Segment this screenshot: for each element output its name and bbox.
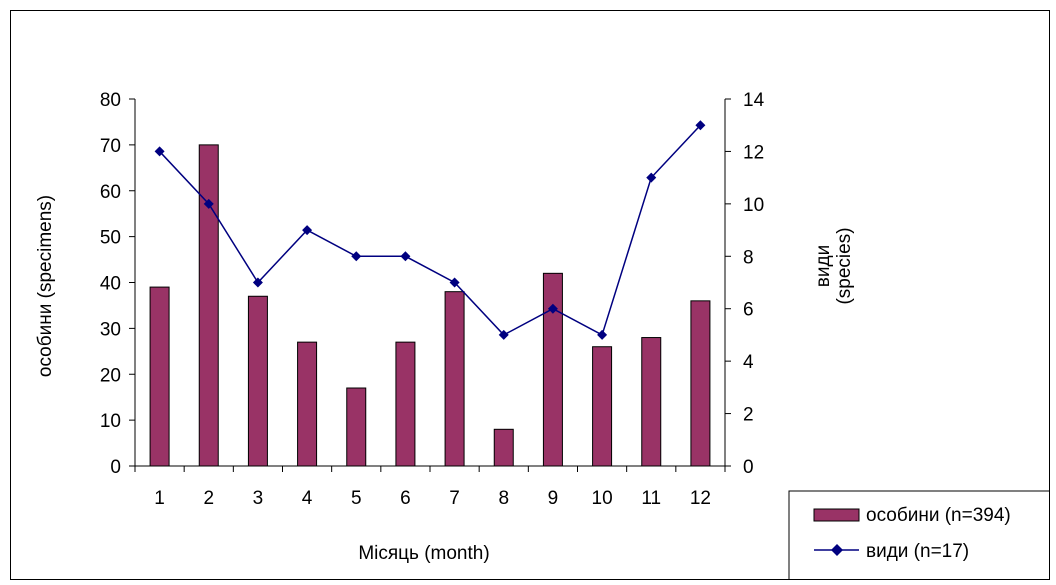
x-tick-label: 5 xyxy=(351,488,362,509)
y-tick-label: 40 xyxy=(100,274,121,295)
x-tick-label: 1 xyxy=(154,488,165,509)
bar-9 xyxy=(542,272,563,467)
x-tick-label: 3 xyxy=(253,488,264,509)
bar-4 xyxy=(297,341,318,467)
y2-tick-label: 6 xyxy=(743,300,754,321)
bar-11 xyxy=(641,337,662,467)
x-tick-label: 9 xyxy=(548,488,559,509)
bar-12 xyxy=(690,300,711,467)
species-point-8 xyxy=(498,329,509,340)
bar-1 xyxy=(149,286,170,467)
y-axis-title: особини (specimens) xyxy=(35,195,56,377)
y2-axis-title-line2: (species) xyxy=(834,227,855,304)
bar-2 xyxy=(198,144,219,467)
species-point-2 xyxy=(203,198,214,209)
species-point-4 xyxy=(302,225,313,236)
y-tick-label: 10 xyxy=(100,411,121,432)
y2-tick-label: 8 xyxy=(743,247,754,268)
y2-tick-label: 0 xyxy=(743,457,754,478)
species-line xyxy=(159,124,701,337)
x-tick-label: 2 xyxy=(203,488,214,509)
y-tick-label: 70 xyxy=(100,136,121,157)
y-tick-label: 0 xyxy=(110,457,121,478)
species-point-11 xyxy=(646,172,657,183)
legend-diamond-marker xyxy=(831,544,843,556)
species-point-10 xyxy=(597,329,608,340)
species-point-1 xyxy=(154,146,165,157)
y2-tick-label: 4 xyxy=(743,352,754,373)
x-tick-label: 11 xyxy=(641,488,661,509)
y-tick-label: 20 xyxy=(100,365,121,386)
species-point-3 xyxy=(252,277,263,288)
legend-label-species: види (n=17) xyxy=(866,541,969,562)
species-point-12 xyxy=(695,120,706,131)
species-point-6 xyxy=(400,251,411,262)
bar-3 xyxy=(247,295,268,467)
bar-5 xyxy=(346,387,367,467)
x-axis-title: Місяць (month) xyxy=(358,543,489,564)
chart-frame: 0 10 20 30 40 50 60 70 80 0 2 4 6 8 10 12 14 1 2 3 4 5 6 7 8 9 10 1… xyxy=(10,10,1050,580)
legend-bar-swatch xyxy=(813,508,860,522)
y2-tick-label: 12 xyxy=(743,142,764,163)
y-tick-label: 60 xyxy=(100,182,121,203)
y-tick-label: 30 xyxy=(100,319,121,340)
y2-axis-title-line1: види xyxy=(813,245,834,287)
x-tick-label: 8 xyxy=(498,488,509,509)
x-tick-label: 10 xyxy=(592,488,613,509)
y2-tick-label: 2 xyxy=(743,405,754,426)
x-tick-label: 12 xyxy=(690,488,711,509)
legend-label-specimens: особини (n=394) xyxy=(866,505,1011,526)
bar-8 xyxy=(493,428,514,467)
y-tick-label: 50 xyxy=(100,228,121,249)
x-tick-label: 4 xyxy=(302,488,313,509)
x-tick-label: 7 xyxy=(449,488,460,509)
y2-tick-label: 14 xyxy=(743,90,765,111)
y2-tick-label: 10 xyxy=(743,195,764,216)
species-point-5 xyxy=(351,251,362,262)
bar-6 xyxy=(395,341,416,467)
y-tick-label: 80 xyxy=(100,90,121,111)
x-tick-label: 6 xyxy=(400,488,411,509)
species-point-9 xyxy=(547,303,558,314)
species-point-7 xyxy=(449,277,460,288)
bar-7 xyxy=(444,291,465,467)
legend: особини (n=394) види (n=17) xyxy=(788,490,1049,579)
bar-10 xyxy=(592,346,613,467)
legend-box xyxy=(788,490,1049,579)
